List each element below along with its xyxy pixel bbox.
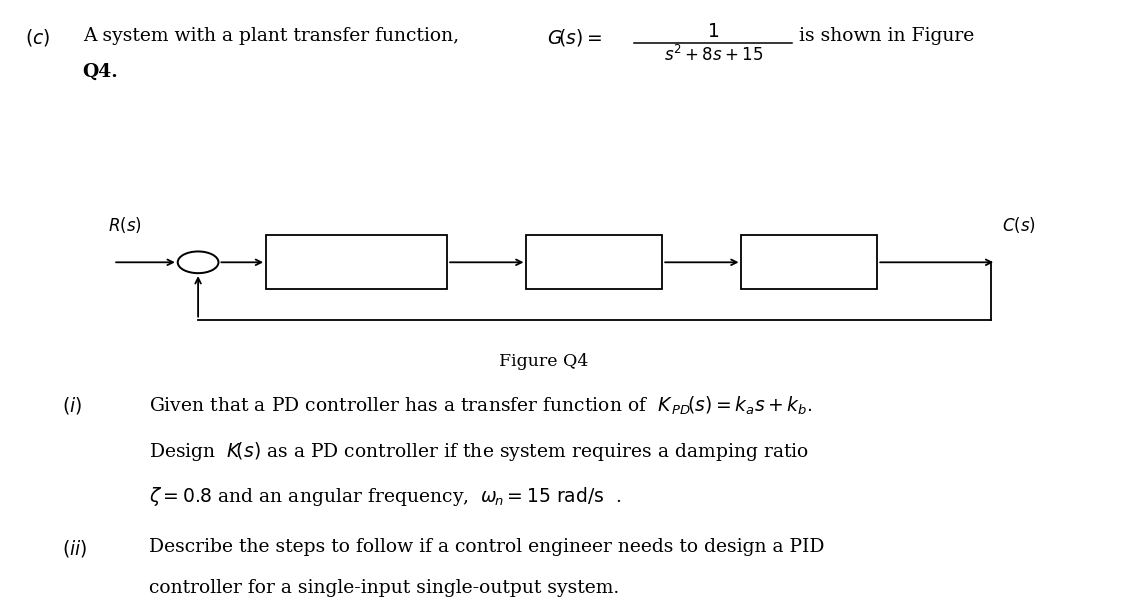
Bar [266, 235, 447, 289]
Text: is shown in Figure: is shown in Figure [799, 27, 975, 45]
Text: $K(s)$: $K(s)$ [576, 252, 612, 273]
Text: $(ii)$: $(ii)$ [62, 538, 87, 559]
Text: 100: 100 [340, 253, 374, 271]
Text: Describe the steps to follow if a control engineer needs to design a PID: Describe the steps to follow if a contro… [149, 538, 825, 556]
Text: $(i)$: $(i)$ [62, 395, 83, 416]
Bar [526, 235, 662, 289]
Text: $G\!\left(s\right) =$: $G\!\left(s\right) =$ [547, 27, 602, 48]
Text: $R(s)$: $R(s)$ [108, 215, 142, 235]
Text: Design  $K\!\left(s\right)$ as a PD controller if the system requires a damping : Design $K\!\left(s\right)$ as a PD contr… [149, 440, 809, 463]
Text: Given that a PD controller has a transfer function of  $K_{\,PD}\!\left(s\right): Given that a PD controller has a transfe… [149, 395, 813, 417]
Text: Figure Q4: Figure Q4 [499, 353, 588, 370]
Text: $G(s)$: $G(s)$ [790, 252, 829, 273]
Text: $\zeta = 0.8$ and an angular frequency,  $\omega_{\!n} = 15\ \mathrm{rad/s}$  .: $\zeta = 0.8$ and an angular frequency, … [149, 485, 621, 508]
Text: $(c)$: $(c)$ [25, 27, 50, 48]
Text: $C(s)$: $C(s)$ [1002, 215, 1036, 235]
Text: $s^{2}+8s+15$: $s^{2}+8s+15$ [663, 45, 763, 65]
Text: Q4.: Q4. [83, 63, 119, 81]
Bar [741, 235, 877, 289]
Text: controller for a single-input single-output system.: controller for a single-input single-out… [149, 579, 619, 597]
Text: A system with a plant transfer function,: A system with a plant transfer function, [83, 27, 458, 45]
Text: $1$: $1$ [708, 23, 719, 41]
